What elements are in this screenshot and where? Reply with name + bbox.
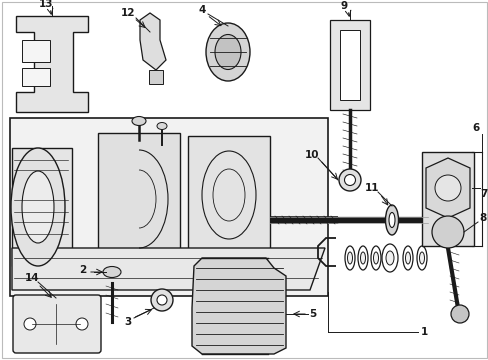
Text: 14: 14 xyxy=(24,273,39,283)
Ellipse shape xyxy=(345,246,354,270)
Ellipse shape xyxy=(402,246,412,270)
Ellipse shape xyxy=(370,246,380,270)
Bar xyxy=(421,152,473,246)
FancyBboxPatch shape xyxy=(13,295,101,353)
Text: 1: 1 xyxy=(420,327,427,337)
Bar xyxy=(339,30,359,100)
Text: 4: 4 xyxy=(198,5,205,15)
Ellipse shape xyxy=(103,266,121,278)
Ellipse shape xyxy=(344,175,355,185)
Polygon shape xyxy=(12,248,325,290)
Ellipse shape xyxy=(450,305,468,323)
Bar xyxy=(10,118,327,296)
Text: 3: 3 xyxy=(124,317,131,327)
Ellipse shape xyxy=(347,252,352,264)
Bar xyxy=(329,20,369,110)
Circle shape xyxy=(24,318,36,330)
Ellipse shape xyxy=(132,117,146,126)
Text: 6: 6 xyxy=(471,123,479,133)
Ellipse shape xyxy=(385,251,393,265)
Bar xyxy=(149,70,163,84)
Circle shape xyxy=(434,175,460,201)
Ellipse shape xyxy=(11,148,65,266)
Ellipse shape xyxy=(357,246,367,270)
Ellipse shape xyxy=(388,212,394,228)
Text: 5: 5 xyxy=(309,309,316,319)
Ellipse shape xyxy=(338,169,360,191)
Ellipse shape xyxy=(215,35,241,69)
Ellipse shape xyxy=(373,252,378,264)
Ellipse shape xyxy=(360,252,365,264)
Ellipse shape xyxy=(151,289,173,311)
Ellipse shape xyxy=(157,122,167,130)
Bar xyxy=(22,68,50,86)
Polygon shape xyxy=(140,13,165,70)
Ellipse shape xyxy=(157,295,167,305)
Ellipse shape xyxy=(416,246,426,270)
Polygon shape xyxy=(16,16,88,112)
Text: 2: 2 xyxy=(79,265,86,275)
Ellipse shape xyxy=(405,252,409,264)
Ellipse shape xyxy=(419,252,424,264)
Polygon shape xyxy=(192,258,285,354)
Bar xyxy=(22,40,50,62)
Ellipse shape xyxy=(385,205,398,235)
Circle shape xyxy=(431,216,463,248)
Text: 13: 13 xyxy=(39,0,53,9)
Ellipse shape xyxy=(205,23,249,81)
Bar xyxy=(187,136,269,254)
Text: 8: 8 xyxy=(478,213,486,223)
Bar xyxy=(98,133,180,265)
Bar xyxy=(12,148,72,266)
Polygon shape xyxy=(425,158,469,218)
Text: 10: 10 xyxy=(304,150,319,160)
Text: 11: 11 xyxy=(364,183,379,193)
Text: 7: 7 xyxy=(479,189,487,199)
Circle shape xyxy=(76,318,88,330)
Ellipse shape xyxy=(22,171,54,243)
Text: 12: 12 xyxy=(121,8,135,18)
Text: 9: 9 xyxy=(340,1,347,11)
Ellipse shape xyxy=(381,244,397,272)
